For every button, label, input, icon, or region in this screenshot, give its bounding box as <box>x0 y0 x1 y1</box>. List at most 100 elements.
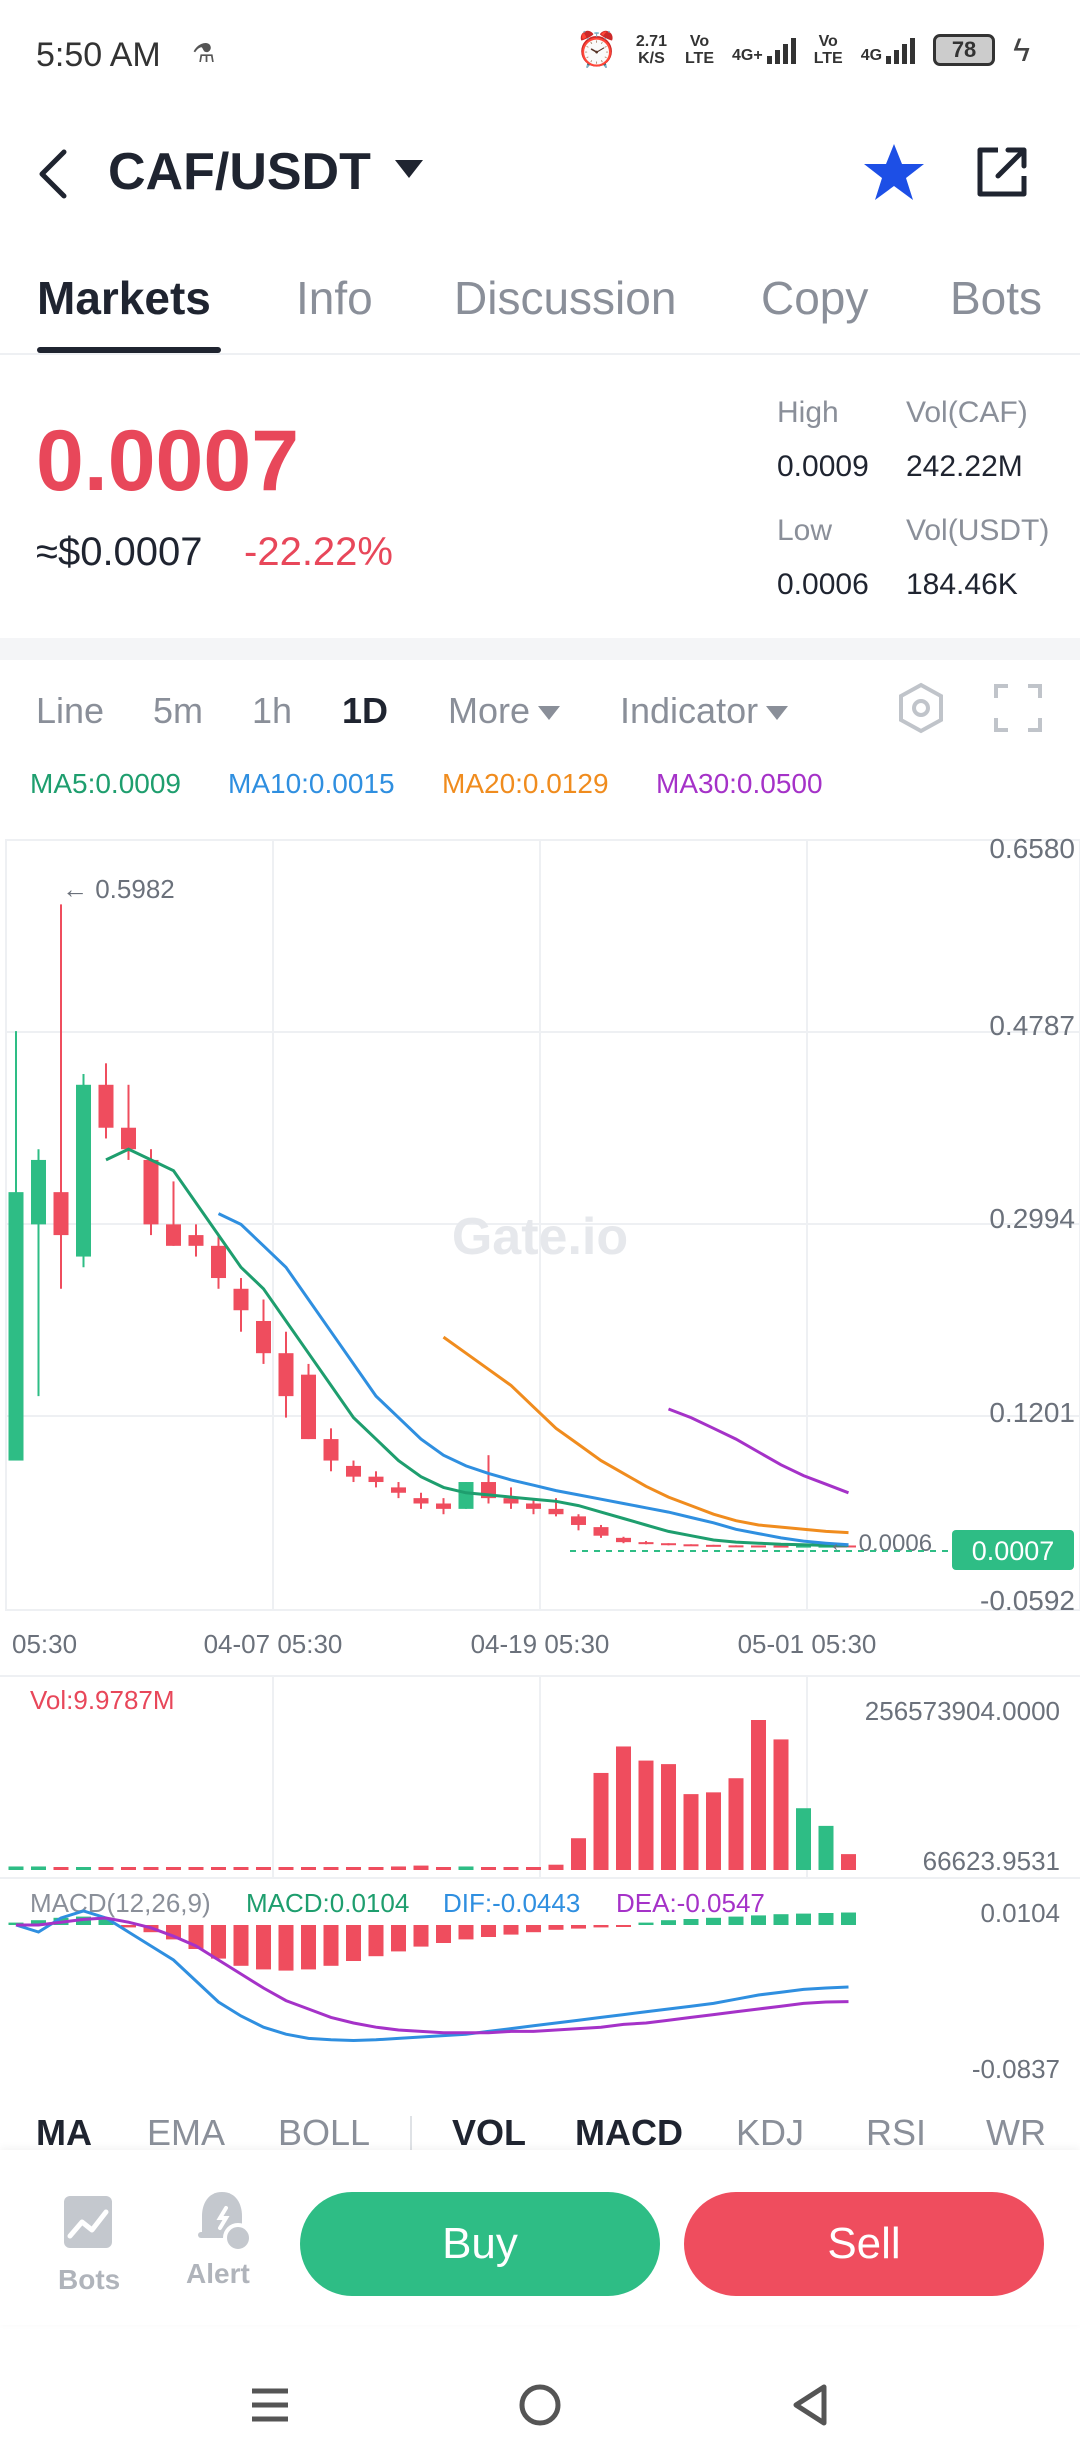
charging-bolt-icon: ϟ <box>1013 31 1030 68</box>
signal-bars-icon <box>766 36 796 64</box>
candle <box>616 1536 631 1544</box>
price-chart[interactable]: Gate.io 0.6580 0.4787 0.2994 0.1201 -0.0… <box>0 830 1080 2100</box>
volume-bar <box>211 1867 226 1870</box>
candle-body <box>391 1487 406 1493</box>
tab-markets[interactable]: Markets <box>37 272 211 324</box>
low-value: 0.0006 <box>777 568 869 601</box>
candle-body <box>121 1127 136 1150</box>
macd-bar <box>481 1925 496 1937</box>
recent-apps-icon[interactable] <box>230 2365 310 2445</box>
candle-body <box>8 1192 24 1461</box>
macd-bar <box>278 1925 294 1971</box>
interval-1h[interactable]: 1h <box>252 690 293 731</box>
x-tick-label: 04-19 05:30 <box>471 1629 610 1659</box>
indicator-dropdown[interactable]: Indicator <box>620 690 789 732</box>
candle-body <box>616 1537 631 1543</box>
indicator-vol[interactable]: VOL <box>452 2112 527 2153</box>
fullscreen-icon[interactable] <box>990 680 1046 736</box>
interval-more-dropdown[interactable]: More <box>448 690 561 732</box>
alert-bell-icon[interactable] <box>182 2186 262 2256</box>
macd-bar <box>638 1922 654 1925</box>
volume-bar <box>706 1792 721 1870</box>
volume-min: 66623.9531 <box>923 1846 1060 1876</box>
candle-body <box>841 1545 856 1548</box>
candle <box>301 1363 316 1440</box>
indicator-ma[interactable]: MA <box>36 2112 92 2153</box>
section-divider <box>0 638 1080 660</box>
volume-bar <box>436 1867 451 1870</box>
signal-bars-icon <box>886 36 916 64</box>
volume-bar <box>548 1864 564 1870</box>
candle-body <box>53 1192 69 1236</box>
pair-dropdown-caret-icon[interactable] <box>395 160 423 178</box>
candle-body <box>796 1545 811 1548</box>
sim2-signal: 4G <box>860 36 916 64</box>
volume-bar <box>751 1720 766 1870</box>
vol-base-label: Vol(CAF) <box>906 396 1028 429</box>
tab-copy[interactable]: Copy <box>761 272 869 324</box>
interval-5m[interactable]: 5m <box>153 690 204 731</box>
volume-bar <box>346 1867 361 1870</box>
share-icon[interactable] <box>972 142 1032 202</box>
tab-bots[interactable]: Bots <box>950 272 1043 324</box>
indicator-ema[interactable]: EMA <box>147 2112 226 2153</box>
candle-body <box>458 1482 474 1509</box>
ma5-line <box>105 1147 849 1547</box>
macd-bar <box>233 1925 249 1966</box>
chevron-down-icon <box>538 706 561 721</box>
macd-bar <box>526 1925 541 1933</box>
tab-info[interactable]: Info <box>296 272 373 324</box>
candle-body <box>188 1235 204 1246</box>
chart-settings-hexagon-icon[interactable] <box>893 680 949 736</box>
favorite-star-icon[interactable] <box>862 140 926 204</box>
vol-base-value: 242.22M <box>906 450 1023 483</box>
macd-bar <box>661 1920 676 1925</box>
volte-1-indicator: Vo LTE <box>685 33 714 67</box>
last-price-tag-text: 0.0007 <box>972 1536 1055 1566</box>
candle-body <box>773 1545 789 1548</box>
alert-label[interactable]: Alert <box>186 2258 250 2289</box>
interval-1d[interactable]: 1D <box>342 690 389 731</box>
home-circle-icon[interactable] <box>500 2365 580 2445</box>
x-tick-label: 05-01 05:30 <box>738 1629 877 1659</box>
ma30-line <box>667 1407 850 1495</box>
volume-bar <box>8 1866 24 1870</box>
ma20-line <box>442 1335 849 1535</box>
candle <box>368 1471 384 1488</box>
macd-bar <box>818 1913 834 1925</box>
macd-bar <box>368 1925 384 1957</box>
candle <box>31 1149 46 1397</box>
sell-button[interactable]: Sell <box>684 2192 1044 2296</box>
volume-bar <box>76 1867 91 1870</box>
bots-chart-icon[interactable] <box>50 2190 130 2260</box>
back-triangle-icon[interactable] <box>770 2365 850 2445</box>
sim2-network-type: 4G <box>860 47 883 64</box>
macd-bar <box>593 1925 609 1928</box>
back-arrow-icon[interactable] <box>30 144 80 204</box>
indicator-macd[interactable]: MACD <box>575 2112 683 2153</box>
candle-body <box>548 1508 564 1515</box>
interval-line[interactable]: Line <box>36 690 105 731</box>
candle <box>728 1545 744 1548</box>
tab-discussion[interactable]: Discussion <box>454 272 677 324</box>
pair-selector[interactable]: CAF/USDT <box>108 143 371 201</box>
macd-bar <box>346 1925 361 1961</box>
indicator-boll[interactable]: BOLL <box>278 2112 371 2153</box>
indicator-rsi[interactable]: RSI <box>866 2112 927 2153</box>
macd-bar <box>436 1925 451 1943</box>
bots-label[interactable]: Bots <box>58 2264 121 2295</box>
volume-bar <box>53 1867 69 1870</box>
candlesticks <box>8 904 856 1548</box>
candle <box>323 1428 339 1472</box>
interval-more-label: More <box>448 690 531 731</box>
macd-bar <box>458 1925 474 1940</box>
indicator-separator <box>410 2116 412 2152</box>
volte-2-indicator: Vo LTE <box>814 33 843 67</box>
indicator-kdj[interactable]: KDJ <box>736 2112 805 2153</box>
candle <box>143 1149 159 1236</box>
buy-button[interactable]: Buy <box>300 2192 660 2296</box>
candle <box>188 1224 204 1257</box>
candle-body <box>728 1545 744 1548</box>
y-tick-label: -0.0592 <box>980 1585 1075 1616</box>
indicator-wr[interactable]: WR <box>986 2112 1046 2153</box>
